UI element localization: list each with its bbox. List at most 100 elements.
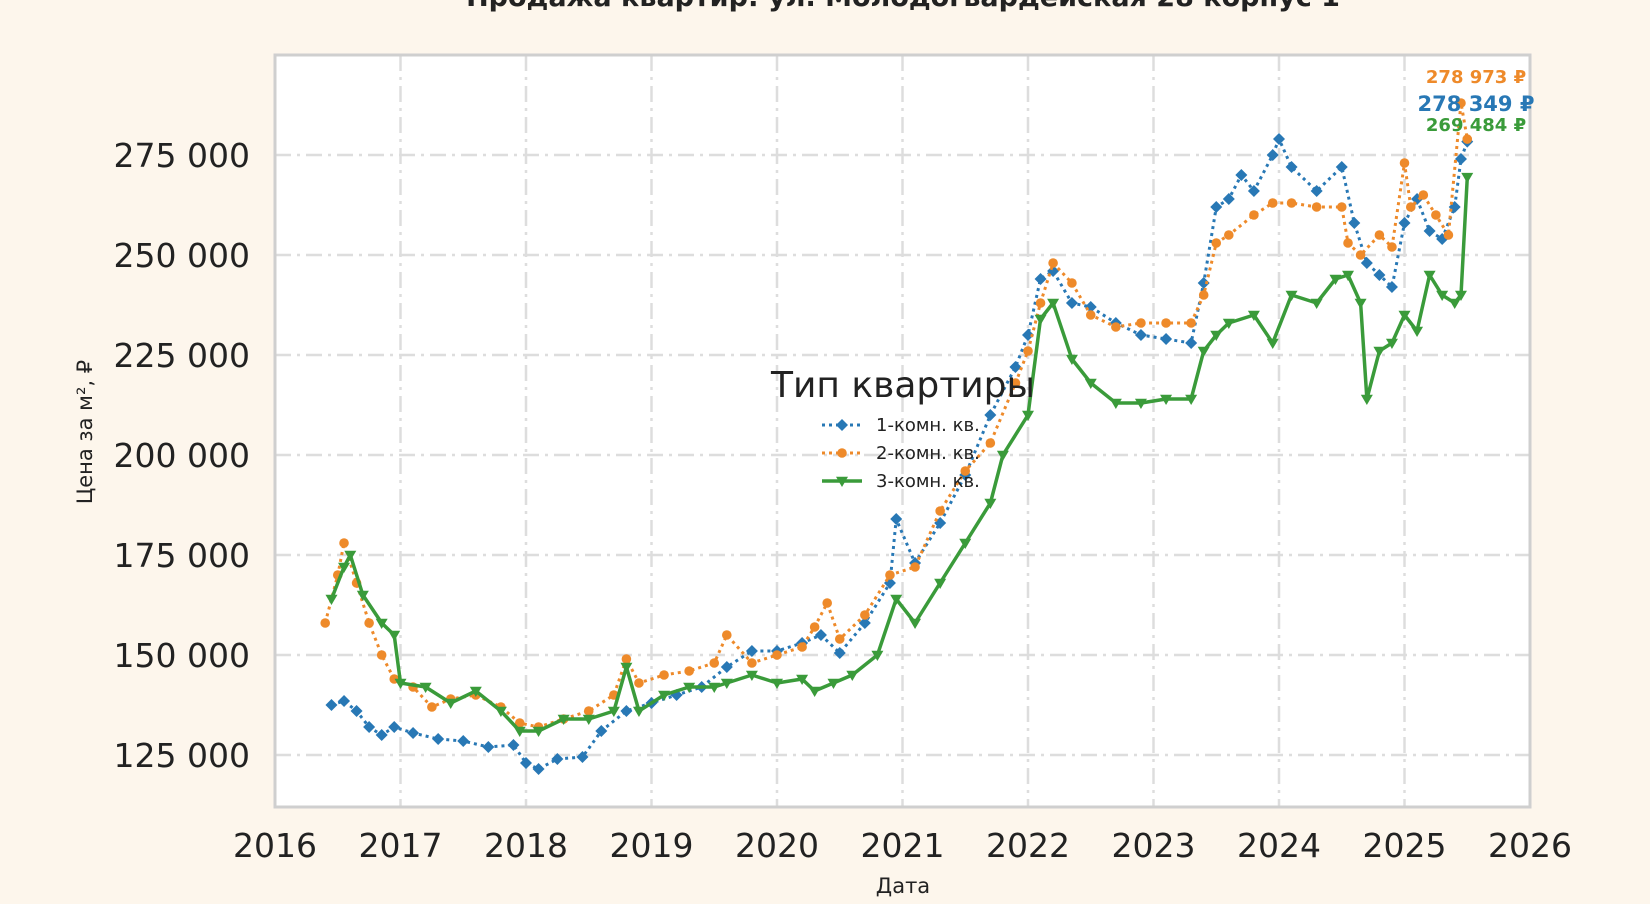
data-point — [1065, 297, 1078, 309]
data-point — [934, 578, 947, 589]
legend-marker — [836, 476, 848, 487]
end-value-label: 278 973 ₽ — [1426, 67, 1526, 88]
data-point — [1023, 346, 1033, 356]
data-point — [620, 662, 633, 673]
data-point — [350, 705, 363, 717]
data-point — [532, 726, 545, 737]
legend-marker — [836, 419, 848, 431]
data-point — [1034, 273, 1047, 285]
data-point — [1198, 290, 1209, 300]
data-point — [339, 538, 349, 548]
end-value-label: 269 484 ₽ — [1426, 115, 1526, 136]
data-point — [684, 666, 694, 676]
y-tick-label: 125 000 — [114, 736, 250, 775]
data-point — [822, 598, 832, 608]
legend-item: 3-комн. кв. — [822, 471, 980, 492]
data-point — [444, 698, 457, 709]
data-point — [1285, 161, 1298, 173]
data-point — [1385, 281, 1398, 293]
data-point — [325, 699, 338, 711]
data-point — [595, 725, 608, 737]
data-point — [834, 634, 845, 644]
data-point — [1411, 326, 1424, 337]
data-point — [1266, 149, 1279, 161]
data-point — [583, 706, 594, 716]
legend-marker — [837, 448, 847, 458]
chart-title: Продажа квартир: ул. Молодогвардейская 2… — [466, 0, 1340, 13]
data-point — [1329, 274, 1342, 285]
series-line — [331, 137, 1469, 771]
y-tick-label: 150 000 — [114, 636, 250, 675]
data-point — [1185, 394, 1198, 405]
data-point — [910, 562, 920, 572]
data-point — [1247, 310, 1260, 321]
legend-item: 1-комн. кв. — [822, 415, 980, 436]
data-point — [909, 618, 922, 629]
data-point — [1267, 198, 1278, 208]
data-point — [1247, 185, 1260, 197]
data-point — [1456, 98, 1466, 108]
data-point — [745, 645, 758, 657]
data-point — [344, 550, 357, 561]
data-point — [1461, 172, 1474, 184]
data-point — [1065, 354, 1078, 365]
data-point — [1448, 298, 1461, 309]
y-tick-label: 250 000 — [114, 236, 250, 275]
data-point — [1022, 410, 1034, 421]
data-point — [747, 658, 757, 668]
data-point — [1387, 242, 1397, 252]
data-point — [1084, 378, 1097, 389]
data-point — [871, 650, 884, 661]
legend-label: 3-комн. кв. — [876, 471, 980, 492]
legend-label: 1-комн. кв. — [876, 415, 980, 436]
data-point — [1224, 230, 1234, 240]
y-tick-label: 225 000 — [114, 336, 250, 375]
data-point — [1342, 270, 1355, 281]
data-point — [1186, 318, 1196, 328]
data-point — [1197, 277, 1210, 289]
data-point — [363, 721, 376, 733]
data-point — [1311, 202, 1322, 212]
x-tick-label: 2016 — [233, 826, 317, 865]
data-point — [1310, 185, 1323, 197]
data-point — [1134, 398, 1147, 409]
data-point — [709, 658, 720, 668]
data-point — [1336, 202, 1347, 212]
data-point — [432, 733, 445, 745]
y-axis-ticks: 125 000 150 000 175 000 200 000 225 000 250 0… — [114, 136, 250, 775]
x-tick-label: 2023 — [1112, 826, 1196, 865]
plot-frame — [273, 53, 1532, 809]
data-point — [1354, 298, 1367, 309]
data-point — [659, 670, 669, 680]
data-point — [376, 650, 387, 660]
data-point — [1374, 230, 1385, 240]
data-point — [482, 741, 495, 753]
data-point — [325, 594, 338, 605]
x-tick-label: 2025 — [1363, 826, 1447, 865]
data-point — [1222, 193, 1235, 205]
data-point — [722, 630, 732, 640]
end-value-label: 278 349 ₽ — [1418, 92, 1535, 116]
data-point — [1398, 217, 1411, 229]
data-point — [1235, 169, 1248, 181]
y-tick-label: 175 000 — [114, 536, 250, 575]
end-labels: 278 349 ₽ 278 973 ₽ 269 484 ₽ — [1418, 67, 1535, 136]
y-tick-label: 200 000 — [114, 436, 250, 475]
data-point — [582, 714, 595, 725]
data-point — [1161, 318, 1171, 328]
data-point — [1111, 322, 1121, 332]
data-point — [1373, 269, 1386, 281]
series-3 — [325, 172, 1474, 737]
data-point — [1405, 202, 1416, 212]
data-point — [890, 594, 903, 605]
legend-label: 2-комн. кв. — [876, 443, 980, 464]
x-axis-label: Дата — [876, 874, 930, 898]
data-point — [388, 630, 401, 641]
legend-title: Тип квартиры — [770, 365, 1035, 406]
data-point — [935, 506, 945, 516]
data-point — [494, 706, 507, 717]
data-point — [984, 498, 997, 509]
data-point — [720, 661, 733, 673]
data-point — [338, 695, 351, 707]
